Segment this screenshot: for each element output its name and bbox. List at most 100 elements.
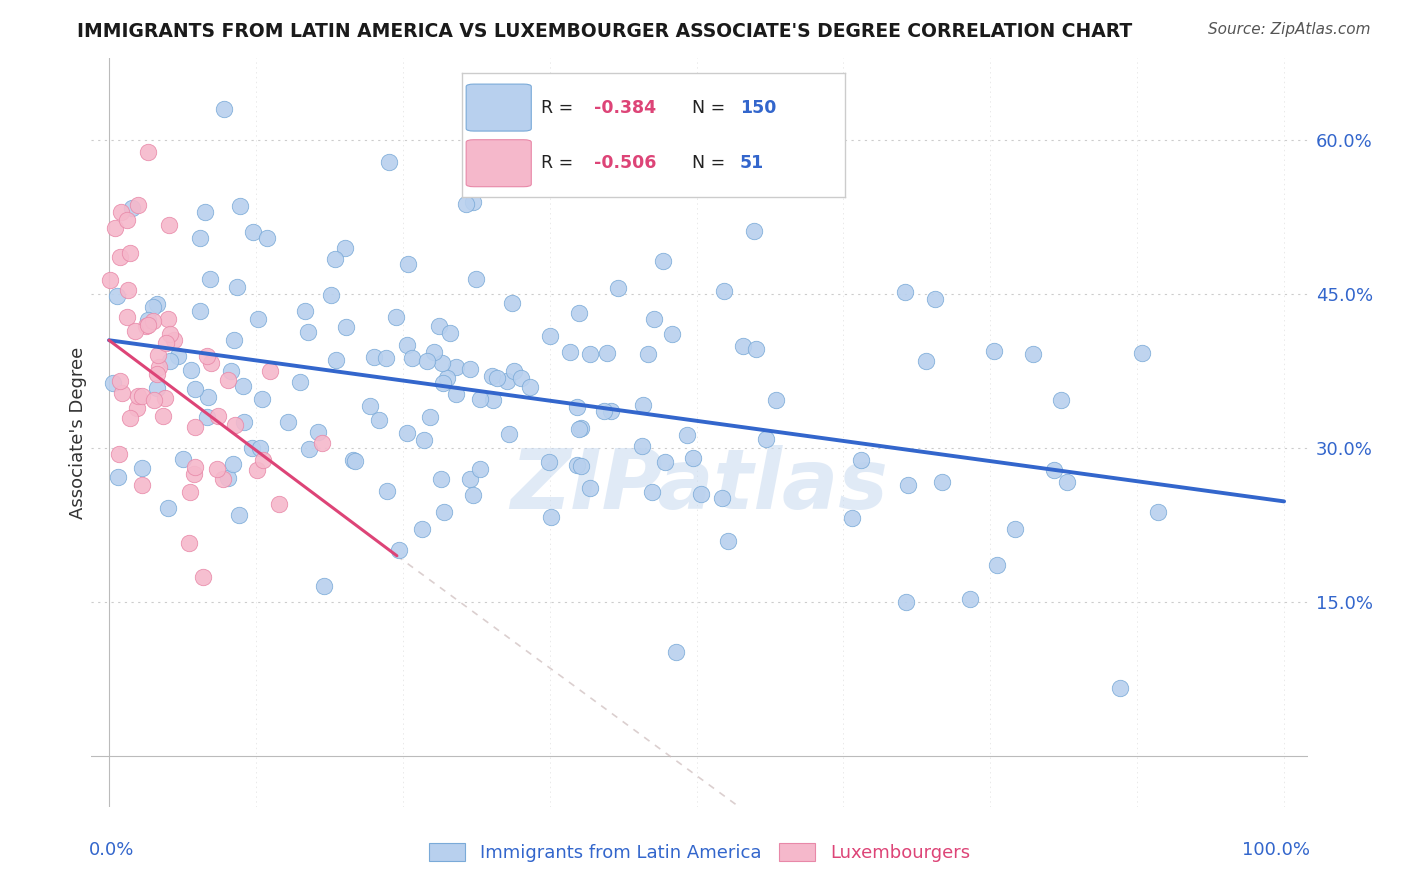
- Point: [111, 386, 134, 401]
- Point: [433, 504, 456, 518]
- Point: [211, 472, 233, 486]
- Point: [1146, 505, 1168, 519]
- Point: [568, 422, 591, 436]
- Point: [200, 356, 222, 370]
- Point: [145, 367, 167, 381]
- Point: [422, 344, 444, 359]
- Point: [198, 272, 221, 286]
- Point: [463, 195, 485, 210]
- Point: [682, 451, 704, 466]
- Text: 150: 150: [740, 99, 776, 117]
- Point: [343, 454, 366, 468]
- Point: [335, 319, 357, 334]
- Point: [107, 447, 129, 461]
- Point: [183, 467, 205, 482]
- Point: [180, 363, 202, 377]
- Point: [246, 463, 269, 477]
- Point: [194, 205, 217, 219]
- Point: [464, 272, 486, 286]
- Text: 100.0%: 100.0%: [1241, 841, 1310, 859]
- Point: [665, 644, 688, 658]
- Point: [191, 569, 214, 583]
- Point: [152, 409, 174, 424]
- Point: [538, 329, 561, 343]
- Point: [136, 313, 159, 327]
- Point: [131, 478, 153, 492]
- Point: [298, 442, 321, 456]
- Point: [110, 375, 132, 389]
- Point: [579, 481, 602, 495]
- Point: [148, 360, 170, 375]
- Point: [232, 415, 254, 429]
- Point: [429, 472, 451, 486]
- Point: [214, 103, 236, 117]
- Text: 0.0%: 0.0%: [89, 841, 135, 859]
- Point: [359, 399, 381, 413]
- Point: [690, 487, 713, 501]
- Point: [184, 419, 207, 434]
- Text: N =: N =: [692, 154, 731, 172]
- Point: [983, 343, 1005, 358]
- Point: [1056, 475, 1078, 489]
- Point: [342, 452, 364, 467]
- Point: [631, 397, 654, 411]
- Point: [307, 425, 329, 439]
- Point: [217, 373, 239, 387]
- Point: [630, 439, 652, 453]
- Text: 51: 51: [740, 154, 765, 172]
- Point: [142, 313, 165, 327]
- Text: Source: ZipAtlas.com: Source: ZipAtlas.com: [1208, 22, 1371, 37]
- Point: [755, 432, 778, 446]
- Point: [157, 501, 180, 516]
- Point: [138, 145, 160, 159]
- Point: [228, 508, 250, 522]
- Point: [444, 359, 467, 374]
- Point: [412, 433, 434, 447]
- Text: R =: R =: [541, 154, 579, 172]
- Point: [654, 455, 676, 469]
- Point: [651, 254, 673, 268]
- Point: [661, 327, 683, 342]
- Point: [482, 392, 505, 407]
- Point: [894, 285, 917, 299]
- Point: [127, 197, 149, 211]
- Point: [146, 297, 169, 311]
- Point: [232, 379, 254, 393]
- Point: [717, 534, 740, 549]
- Point: [731, 339, 754, 353]
- Point: [959, 591, 981, 606]
- Point: [841, 511, 863, 525]
- Point: [914, 353, 936, 368]
- Point: [569, 420, 592, 434]
- Point: [135, 318, 157, 333]
- Point: [242, 225, 264, 239]
- Point: [510, 370, 533, 384]
- Point: [565, 458, 588, 472]
- Point: [148, 348, 170, 362]
- Point: [104, 221, 127, 235]
- Point: [183, 382, 205, 396]
- Point: [195, 349, 218, 363]
- FancyBboxPatch shape: [467, 84, 531, 131]
- Point: [98, 273, 121, 287]
- Point: [131, 461, 153, 475]
- Point: [142, 300, 165, 314]
- Point: [240, 441, 263, 455]
- Point: [127, 389, 149, 403]
- Point: [219, 364, 242, 378]
- Point: [159, 327, 181, 342]
- Point: [558, 344, 581, 359]
- Point: [294, 304, 316, 318]
- Point: [184, 460, 207, 475]
- Point: [121, 201, 143, 215]
- Point: [501, 296, 523, 310]
- Point: [288, 375, 311, 389]
- Point: [131, 388, 153, 402]
- Point: [411, 522, 433, 536]
- Point: [259, 364, 281, 378]
- Point: [323, 252, 346, 266]
- Point: [188, 303, 211, 318]
- Point: [481, 368, 503, 383]
- Point: [142, 392, 165, 407]
- Point: [498, 426, 520, 441]
